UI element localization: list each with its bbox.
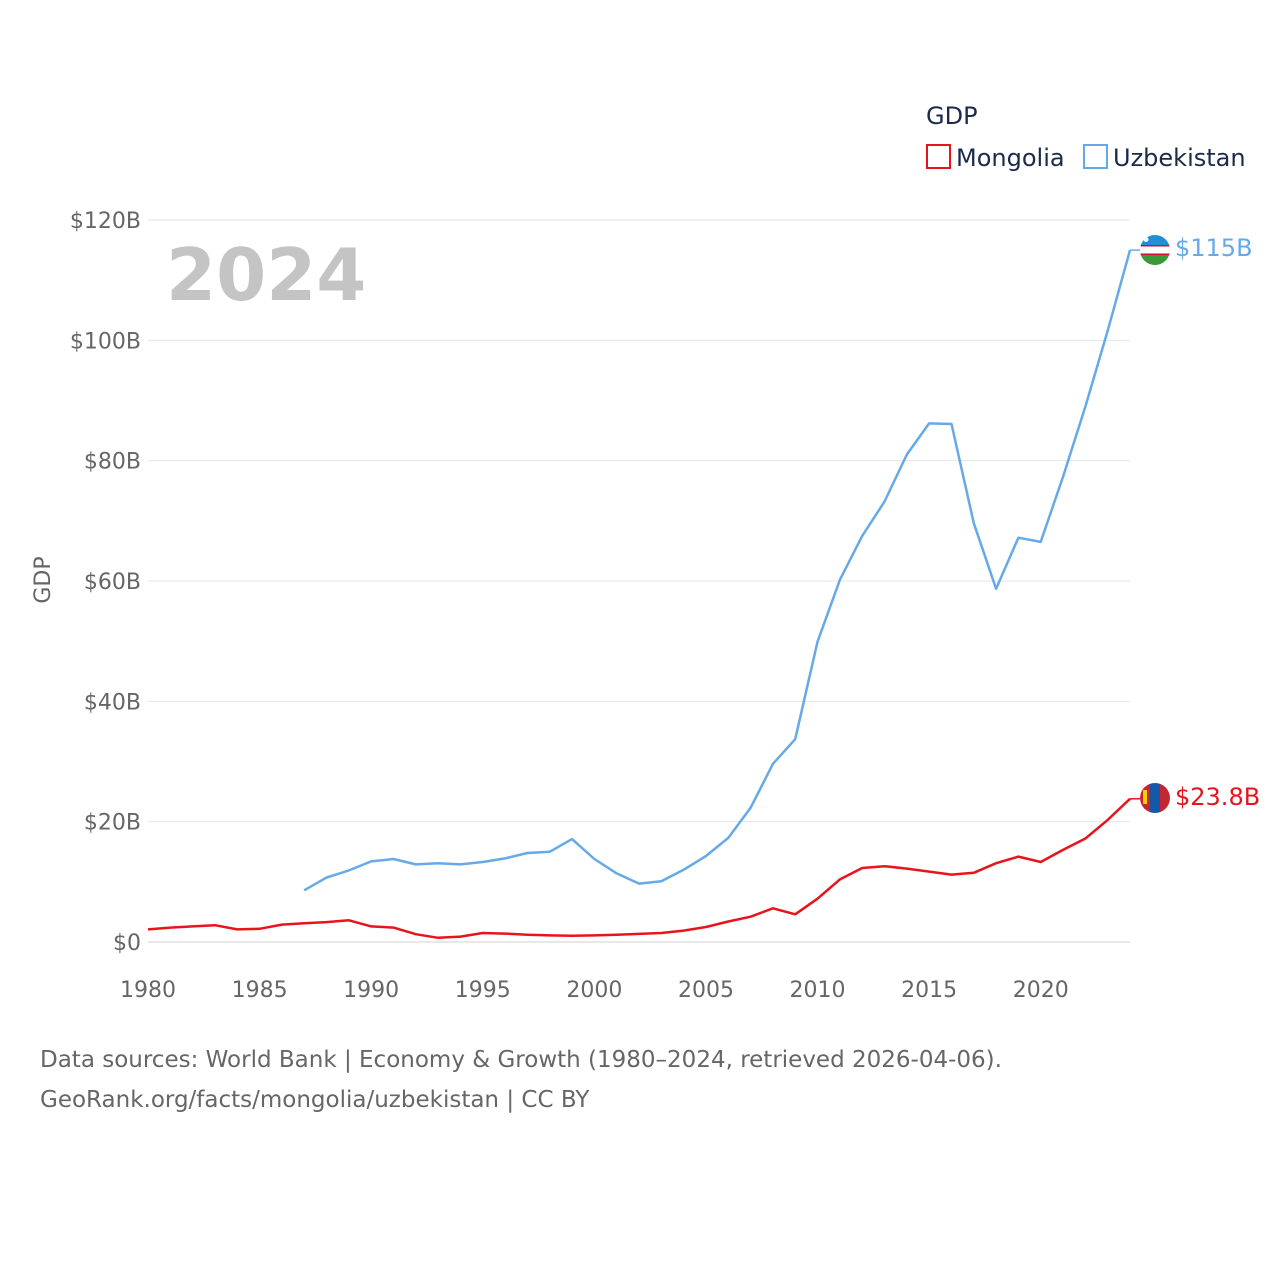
x-axis-ticks: 1980 1985 1990 1995 2000 2005 2010 2015 2020 bbox=[120, 978, 1069, 1003]
x-tick-label: 1985 bbox=[232, 978, 288, 1003]
y-axis-label: GDP bbox=[31, 556, 56, 603]
x-tick-label: 2020 bbox=[1013, 978, 1069, 1003]
x-tick-label: 2010 bbox=[790, 978, 846, 1003]
series-line-uzbekistan[interactable] bbox=[303, 249, 1132, 892]
legend-label-mongolia[interactable]: Mongolia bbox=[956, 144, 1065, 172]
footer-sources: Data sources: World Bank | Economy & Gro… bbox=[40, 1047, 1002, 1073]
legend-swatch-mongolia[interactable] bbox=[926, 144, 951, 169]
x-tick-label: 1990 bbox=[343, 978, 399, 1003]
end-label-mongolia: $23.8B bbox=[1175, 783, 1260, 811]
x-tick-label: 2015 bbox=[901, 978, 957, 1003]
y-tick-label: $60B bbox=[84, 570, 141, 595]
gdp-line-chart: $0 $20B $40B $60B $80B $100B $120B 1980 1985 199… bbox=[31, 102, 1260, 1003]
y-tick-label: $100B bbox=[70, 329, 141, 354]
footer-source-link[interactable]: GeoRank.org/facts/mongolia/uzbekistan | … bbox=[40, 1087, 590, 1113]
legend: GDP Mongolia Uzbekistan bbox=[926, 102, 1246, 172]
y-tick-label: $20B bbox=[84, 811, 141, 836]
y-tick-label: $0 bbox=[113, 931, 141, 956]
y-tick-label: $80B bbox=[84, 450, 141, 475]
x-tick-label: 1995 bbox=[455, 978, 511, 1003]
x-tick-label: 2005 bbox=[678, 978, 734, 1003]
year-label: 2024 bbox=[166, 233, 366, 317]
legend-title: GDP bbox=[926, 102, 978, 130]
series-line-mongolia[interactable] bbox=[147, 797, 1131, 940]
y-tick-label: $120B bbox=[70, 209, 141, 234]
mongolia-flag-icon bbox=[1140, 783, 1170, 813]
grid-lines bbox=[148, 219, 1130, 943]
series-layer bbox=[147, 249, 1140, 940]
y-axis-ticks: $0 $20B $40B $60B $80B $100B $120B bbox=[70, 209, 141, 956]
end-label-uzbekistan: $115B bbox=[1175, 234, 1253, 262]
legend-swatch-uzbekistan[interactable] bbox=[1083, 144, 1108, 169]
x-tick-label: 2000 bbox=[566, 978, 622, 1003]
footer: Data sources: World Bank | Economy & Gro… bbox=[40, 1040, 1002, 1120]
legend-label-uzbekistan[interactable]: Uzbekistan bbox=[1113, 144, 1246, 172]
uzbekistan-flag-icon bbox=[1140, 235, 1170, 265]
x-tick-label: 1980 bbox=[120, 978, 176, 1003]
y-tick-label: $40B bbox=[84, 690, 141, 715]
